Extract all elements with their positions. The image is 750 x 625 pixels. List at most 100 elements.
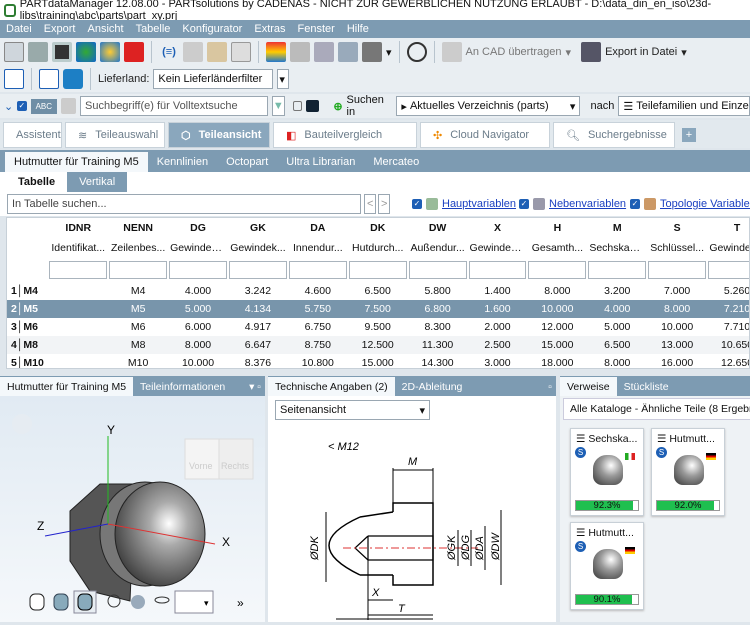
table-cell[interactable]: 5.260 bbox=[723, 285, 750, 297]
table-cell[interactable]: 5.000 bbox=[604, 321, 631, 333]
table-cell[interactable]: 14.300 bbox=[421, 357, 454, 369]
column-filter-input[interactable] bbox=[648, 261, 707, 279]
table-cell[interactable]: M5 bbox=[108, 300, 169, 318]
table-cell[interactable]: 11.300 bbox=[407, 336, 468, 354]
row-header[interactable]: 5│M10 bbox=[11, 357, 44, 369]
measure-dropdown[interactable] bbox=[174, 590, 214, 614]
hierarchy-icon[interactable] bbox=[314, 42, 334, 62]
table-row[interactable]: 3│M6 M6 6.000 4.917 6.750 9.500 8.300 2.000 12.0… bbox=[7, 318, 750, 336]
table-cell[interactable]: M4 bbox=[130, 285, 146, 297]
refresh-icon[interactable] bbox=[76, 42, 96, 62]
column-header[interactable]: DG bbox=[190, 222, 206, 234]
table-cell[interactable] bbox=[48, 354, 108, 368]
table-cell[interactable]: 2.000 bbox=[484, 321, 511, 333]
subtab-kennlinien[interactable]: Kennlinien bbox=[156, 156, 209, 168]
maximize-icon[interactable]: ▫ bbox=[548, 380, 552, 393]
table-cell[interactable]: 12.000 bbox=[541, 321, 574, 333]
column-header[interactable]: GK bbox=[250, 222, 266, 234]
menu-icon[interactable]: ☰ bbox=[576, 527, 586, 539]
table-cell[interactable] bbox=[48, 318, 108, 336]
menu-fenster[interactable]: Fenster bbox=[297, 23, 335, 35]
dropdown-icon[interactable]: ▾ ▫ bbox=[249, 380, 261, 393]
column-header[interactable]: S bbox=[673, 222, 681, 234]
view-select[interactable]: Seitenansicht ▾ bbox=[275, 400, 430, 420]
column-header[interactable]: M bbox=[612, 222, 622, 234]
table-cell[interactable]: 13.000 bbox=[647, 336, 708, 354]
secondary-variables-filter[interactable]: ✓ Nebenvariablen bbox=[519, 198, 627, 210]
fulltext-search-input[interactable]: Suchbegriff(e) für Volltextsuche bbox=[80, 96, 268, 116]
table-cell[interactable]: 10.800 bbox=[301, 357, 334, 369]
column-filter-input[interactable] bbox=[468, 261, 527, 279]
table-cell[interactable]: 10.000 bbox=[527, 300, 588, 318]
tree-icon[interactable] bbox=[290, 42, 310, 62]
table-cell[interactable]: 4.000 bbox=[587, 300, 648, 318]
table-cell[interactable]: 6.647 bbox=[227, 336, 288, 354]
similar-part-card[interactable]: ☰ Hutmutt... S 92.0% bbox=[651, 428, 725, 516]
row-header[interactable]: 2│M5 bbox=[7, 300, 49, 318]
column-header[interactable]: H bbox=[553, 222, 562, 234]
menu-icon[interactable]: ☰ bbox=[576, 433, 586, 445]
column-filter-input[interactable] bbox=[109, 261, 168, 279]
column-header[interactable]: DA bbox=[310, 222, 326, 234]
tab-vertikal[interactable]: Vertikal bbox=[67, 172, 128, 192]
tab-technical-data[interactable]: Technische Angaben (2) bbox=[268, 377, 395, 396]
menu-icon[interactable]: ☰ bbox=[657, 433, 667, 445]
menu-ansicht[interactable]: Ansicht bbox=[87, 23, 124, 35]
tab-teileauswahl[interactable]: ≋ Teileauswahl bbox=[65, 122, 165, 148]
column-filter-input[interactable] bbox=[228, 261, 287, 279]
topology-variables-filter[interactable]: ✓ Topologie Variablen bbox=[630, 198, 750, 210]
table-search-input[interactable]: In Tabelle suchen... bbox=[7, 194, 361, 214]
table-cell[interactable]: 7.500 bbox=[347, 300, 408, 318]
column-header[interactable]: X bbox=[493, 222, 501, 234]
table-cell[interactable]: 12.500 bbox=[347, 336, 408, 354]
tools-icon[interactable] bbox=[362, 42, 382, 62]
search-type-dropdown[interactable]: ☰ Teilefamilien und Einzelteile bbox=[618, 96, 750, 116]
column-header[interactable]: NENN bbox=[123, 222, 154, 234]
table-cell[interactable]: 8.000 bbox=[544, 285, 571, 297]
table-row[interactable]: 1│M4 M4 4.000 3.242 4.600 6.500 5.800 1.400 8.00… bbox=[7, 282, 750, 300]
table-cell[interactable]: 8.000 bbox=[168, 336, 228, 354]
table-cell[interactable]: 10.650 bbox=[707, 336, 749, 354]
table-cell[interactable]: 4.917 bbox=[244, 321, 272, 333]
table-cell[interactable]: 18.000 bbox=[541, 357, 574, 369]
column-filter-input[interactable] bbox=[588, 261, 647, 279]
table-cell[interactable] bbox=[48, 300, 109, 318]
next-button[interactable]: > bbox=[378, 194, 390, 214]
tab-verweise[interactable]: Verweise bbox=[560, 377, 617, 396]
main-variables-filter[interactable]: ✓ Hauptvariablen bbox=[412, 198, 516, 210]
prev-button[interactable]: < bbox=[364, 194, 376, 214]
column-filter-input[interactable] bbox=[49, 261, 108, 279]
cart-icon[interactable] bbox=[28, 42, 48, 62]
table-icon[interactable] bbox=[231, 42, 251, 62]
subtab-octopart[interactable]: Octopart bbox=[226, 156, 269, 168]
table-cell[interactable]: 6.500 bbox=[364, 285, 391, 297]
table-cell[interactable]: 1.400 bbox=[484, 285, 511, 297]
csv-icon[interactable] bbox=[39, 69, 59, 89]
table-cell[interactable]: 1.600 bbox=[467, 300, 528, 318]
table-cell[interactable]: 10.000 bbox=[661, 321, 694, 333]
table-cell[interactable]: 5.000 bbox=[168, 300, 228, 318]
table-cell[interactable]: 7.210 bbox=[707, 300, 749, 318]
table-cell[interactable]: M6 bbox=[130, 321, 146, 333]
tab-2d-derivation[interactable]: 2D-Ableitung bbox=[401, 380, 463, 393]
magnifier-icon[interactable] bbox=[61, 98, 76, 114]
table-cell[interactable]: 7.000 bbox=[664, 285, 691, 297]
chevron-down-icon[interactable]: ▾ bbox=[277, 69, 290, 89]
table-cell[interactable]: 8.376 bbox=[244, 357, 272, 369]
tab-tabelle[interactable]: Tabelle bbox=[18, 176, 56, 188]
din-icon[interactable] bbox=[183, 42, 203, 62]
wireframe-icon[interactable] bbox=[29, 593, 45, 611]
table-cell[interactable]: 6.750 bbox=[304, 321, 331, 333]
subtab-part[interactable]: Hutmutter für Training M5 bbox=[5, 152, 148, 172]
column-filter-input[interactable] bbox=[528, 261, 587, 279]
book-checkbox[interactable] bbox=[292, 101, 303, 111]
column-header[interactable]: DK bbox=[370, 222, 386, 234]
tab-teileansicht[interactable]: ⬡ Teileansicht bbox=[168, 122, 270, 148]
table-cell[interactable]: 6.800 bbox=[407, 300, 468, 318]
traffic-light-icon[interactable] bbox=[52, 42, 72, 62]
3d-view[interactable]: Vorne Rechts Y Z X ▾ » bbox=[0, 396, 265, 622]
table-cell[interactable]: 7.710 bbox=[723, 321, 750, 333]
table-row[interactable]: 5│M10 M10 10.000 8.376 10.800 15.000 14.300 3.0… bbox=[7, 354, 749, 369]
column-filter-input[interactable] bbox=[288, 261, 347, 279]
row-header[interactable]: 3│M6 bbox=[11, 321, 38, 333]
